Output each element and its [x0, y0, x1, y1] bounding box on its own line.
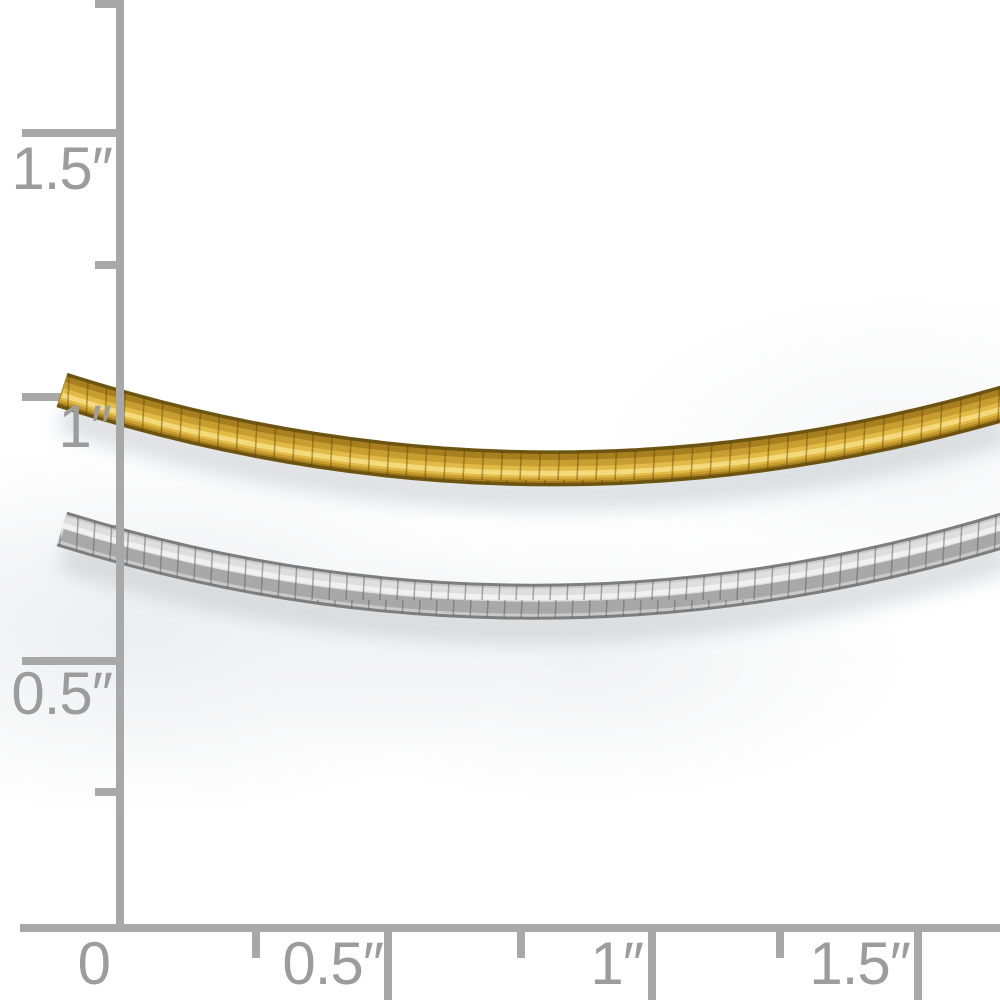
ruler-label-v-1.5in: 1.5″	[11, 135, 112, 202]
ruler-label-v-0.5in: 0.5″	[11, 660, 112, 727]
ruler-label-h-0.5in: 0.5″	[282, 930, 383, 997]
ruler-label-h-0: 0	[78, 930, 110, 997]
ruler-label-h-1.5in: 1.5″	[809, 930, 910, 997]
ruler-axis-lines	[20, 0, 1000, 932]
ruler-label-v-1in: 1″	[58, 393, 111, 460]
ruler-label-h-1in: 1″	[590, 930, 643, 997]
ruler-labels: 1.5″ 1″ 0.5″ 0 0.5″ 1″ 1.5″	[11, 135, 911, 997]
